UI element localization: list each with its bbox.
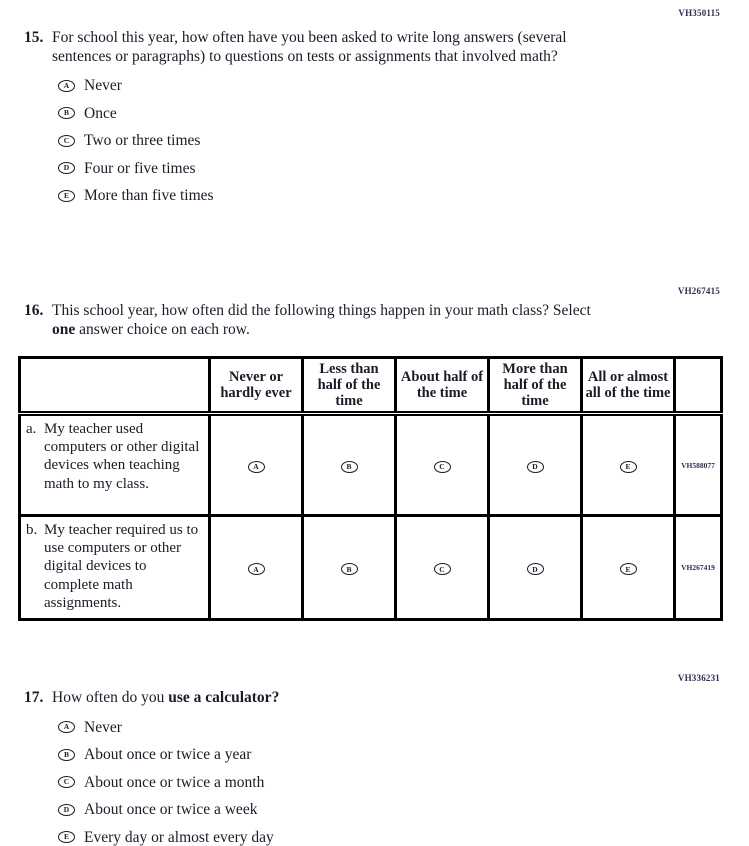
- question-text-rest: How often do you: [52, 689, 169, 706]
- option-label: About once or twice a month: [84, 773, 265, 791]
- question-text-line: For school this year, how often have you…: [52, 29, 567, 46]
- question-17: VH336231 17. How often do you use a calc…: [24, 673, 720, 846]
- row-letter: b.: [26, 522, 38, 538]
- answer-bubble-c[interactable]: C: [58, 134, 75, 147]
- option-row: D About once or twice a week: [58, 801, 720, 818]
- answer-bubble-d[interactable]: D: [526, 460, 544, 473]
- bubble-cell: B: [301, 412, 397, 517]
- bubble-cell: C: [394, 412, 490, 517]
- table-row-a: a. My teacher used computers or other di…: [18, 412, 723, 517]
- question-16-stem: 16. This school year, how often did the …: [24, 302, 720, 339]
- option-label: About once or twice a week: [84, 801, 258, 818]
- question-text: For school this year, how often have you…: [52, 29, 682, 66]
- answer-bubble-a[interactable]: A: [247, 460, 265, 473]
- answer-bubble-b[interactable]: B: [340, 563, 358, 576]
- question-text-line: How often do you use a calculator?: [52, 689, 682, 708]
- question-text-line: sentences or paragraphs) to questions on…: [52, 47, 558, 65]
- row-label-cell: a. My teacher used computers or other di…: [18, 412, 211, 517]
- option-row: A Never: [58, 719, 720, 736]
- table-header-cell: All or almost all of the time: [580, 356, 676, 416]
- question-text: This school year, how often did the foll…: [52, 302, 682, 339]
- row-code: VH267419: [673, 514, 723, 621]
- question-15-options: A Never B Once C Two or three times D Fo…: [58, 77, 720, 204]
- option-row: E Every day or almost every day: [58, 829, 720, 846]
- bubble-cell: D: [487, 514, 583, 621]
- answer-bubble-b[interactable]: B: [58, 748, 75, 761]
- option-row: E More than five times: [58, 187, 720, 204]
- option-row: C About once or twice a month: [58, 774, 720, 791]
- option-row: B About once or twice a year: [58, 746, 720, 763]
- answer-bubble-c[interactable]: C: [433, 460, 451, 473]
- answer-bubble-b[interactable]: B: [340, 460, 358, 473]
- question-text-line: one answer choice on each row.: [52, 321, 682, 340]
- question-number: 17.: [24, 689, 44, 706]
- row-label: My teacher used computers or other digit…: [44, 421, 200, 492]
- answer-bubble-e[interactable]: E: [58, 831, 75, 843]
- option-label: About once or twice a year: [84, 746, 252, 763]
- question-15-stem: 15. For school this year, how often have…: [24, 29, 720, 66]
- option-label: Never: [84, 718, 122, 736]
- question-16: VH267415 16. This school year, how often…: [18, 286, 723, 621]
- table-header-cell: Less than half of the time: [301, 356, 397, 416]
- option-row: C Two or three times: [58, 132, 720, 149]
- row-code: VH588077: [673, 412, 723, 517]
- question-17-stem: 17. How often do you use a calculator?: [24, 689, 720, 708]
- table-header-code-stub: [673, 356, 723, 416]
- question-17-options: A Never B About once or twice a year C A…: [58, 719, 720, 846]
- option-label: Never: [84, 77, 122, 94]
- table-row-b: b. My teacher required us to use compute…: [18, 514, 723, 621]
- option-label: Four or five times: [84, 159, 196, 177]
- table-header-cell: More than half of the time: [487, 356, 583, 416]
- bubble-cell: E: [580, 514, 676, 621]
- table-header-cell: Never or hardly ever: [208, 356, 304, 416]
- response-table: Never or hardly ever Less than half of t…: [18, 356, 723, 621]
- bubble-cell: C: [394, 514, 490, 621]
- bubble-cell: E: [580, 412, 676, 517]
- row-label: My teacher required us to use computers …: [44, 522, 199, 611]
- table-header-cell: About half of the time: [394, 356, 490, 416]
- emphasis-text: use a calculator?: [168, 689, 280, 706]
- answer-bubble-b[interactable]: B: [58, 107, 75, 119]
- bubble-cell: B: [301, 514, 397, 621]
- answer-bubble-e[interactable]: E: [619, 563, 637, 576]
- answer-bubble-a[interactable]: A: [247, 563, 265, 576]
- question-number: 16.: [24, 302, 44, 319]
- option-label: Once: [84, 104, 117, 122]
- question-code: VH336231: [677, 673, 720, 683]
- answer-bubble-c[interactable]: C: [58, 776, 75, 788]
- option-label: Every day or almost every day: [84, 828, 274, 846]
- bubble-cell: A: [208, 412, 304, 517]
- option-label: Two or three times: [84, 132, 201, 149]
- question-text-rest: answer choice on each row.: [75, 320, 250, 338]
- emphasis-text: one: [52, 320, 76, 338]
- question-code: VH350115: [678, 8, 720, 18]
- answer-bubble-c[interactable]: C: [433, 563, 451, 576]
- answer-bubble-d[interactable]: D: [58, 162, 75, 174]
- answer-bubble-e[interactable]: E: [619, 460, 637, 473]
- question-15: VH350115 15. For school this year, how o…: [24, 8, 720, 204]
- table-header-stub: [18, 356, 211, 416]
- option-label: More than five times: [84, 187, 214, 204]
- question-number: 15.: [24, 29, 44, 46]
- table-header-row: Never or hardly ever Less than half of t…: [18, 356, 723, 416]
- question-code: VH267415: [677, 286, 720, 296]
- answer-bubble-e[interactable]: E: [58, 189, 75, 202]
- answer-bubble-a[interactable]: A: [58, 79, 75, 92]
- option-row: B Once: [58, 105, 720, 122]
- option-row: A Never: [58, 77, 720, 94]
- row-label-cell: b. My teacher required us to use compute…: [18, 514, 211, 621]
- answer-bubble-d[interactable]: D: [58, 803, 75, 816]
- option-row: D Four or five times: [58, 160, 720, 177]
- answer-bubble-a[interactable]: A: [58, 721, 75, 733]
- answer-bubble-d[interactable]: D: [526, 563, 544, 576]
- question-text-line: This school year, how often did the foll…: [52, 302, 591, 319]
- bubble-cell: A: [208, 514, 304, 621]
- bubble-cell: D: [487, 412, 583, 517]
- row-letter: a.: [26, 421, 37, 437]
- question-text: How often do you use a calculator?: [52, 689, 682, 708]
